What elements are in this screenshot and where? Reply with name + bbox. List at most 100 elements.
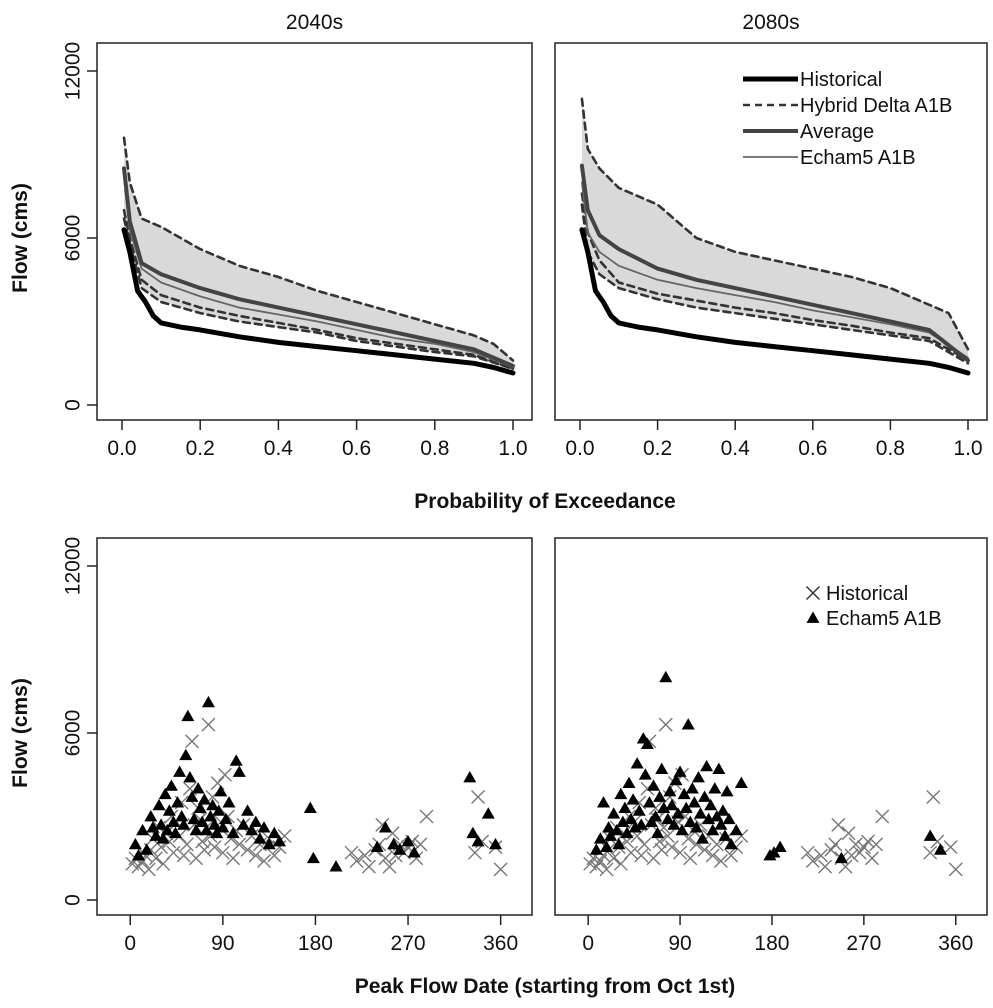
historical-point	[382, 859, 397, 874]
historical-point	[184, 734, 199, 749]
y-tick-label: 0	[62, 894, 85, 906]
echam5-point	[229, 754, 243, 766]
echam5-point	[610, 823, 624, 836]
echam5-point	[698, 790, 712, 802]
plot-frame	[554, 42, 988, 421]
echam5-point	[734, 776, 748, 788]
historical-point	[697, 842, 712, 857]
historical-point	[926, 790, 941, 805]
series-hybrid-delta-member-line	[122, 208, 515, 371]
x-tick-label: 90	[211, 932, 234, 955]
historical-point	[831, 817, 846, 832]
echam5-point	[179, 748, 193, 761]
echam5-point	[303, 801, 317, 814]
echam5-point	[197, 793, 211, 805]
echam5-point	[378, 821, 392, 833]
historical-point	[637, 837, 652, 852]
plot-frame	[96, 42, 533, 421]
panel-title: 2080s	[742, 11, 799, 34]
echam5-point	[700, 759, 714, 772]
panel-1: 2040s 0.0 0.2 0.4 0.6 0.8 1.0 0 6000 12000 Flow (c…	[9, 11, 533, 460]
x-tick-label: 180	[754, 932, 789, 955]
echam5-point	[665, 798, 679, 811]
echam5-point	[236, 818, 250, 830]
echam5-point	[195, 815, 209, 827]
echam5-point	[193, 801, 207, 814]
historical-point	[413, 837, 428, 852]
historical-point	[683, 851, 698, 866]
echam5-point	[712, 762, 726, 775]
historical-point	[724, 848, 739, 863]
echam5-point	[189, 823, 203, 836]
echam5-point	[181, 709, 195, 722]
historical-point	[606, 851, 621, 866]
echam5-point	[471, 835, 485, 847]
legend-label: Hybrid Delta A1B	[800, 95, 952, 117]
echam5-point	[638, 768, 652, 780]
x-tick-label: 0.2	[186, 437, 215, 460]
echam5-point	[683, 815, 697, 827]
series-echam5-a1b-line	[581, 181, 969, 359]
plot-area	[583, 670, 963, 877]
series-hybrid-delta-a1b-line	[580, 97, 970, 351]
historical-point	[131, 859, 146, 874]
historical-point	[875, 809, 890, 824]
echam5-point	[607, 807, 621, 819]
historical-point	[654, 842, 669, 857]
echam5-point	[187, 812, 201, 825]
echam5-point	[166, 815, 180, 827]
series-hybrid-delta-a1b-line	[122, 136, 515, 362]
historical-point	[844, 848, 859, 863]
echam5-point	[634, 818, 648, 830]
historical-point	[232, 837, 247, 852]
echam5-point	[171, 796, 185, 808]
x-tick-label: 90	[668, 932, 691, 955]
echam5-point	[173, 765, 187, 777]
echam5-point	[642, 796, 656, 808]
bottom-x-axis-label: Peak Flow Date (starting from Oct 1st)	[355, 975, 735, 998]
echam5-point	[160, 823, 174, 836]
echam5-point	[136, 823, 150, 836]
echam5-point	[131, 848, 145, 861]
echam5-point	[245, 823, 259, 836]
echam5-point	[687, 796, 701, 808]
historical-point	[166, 845, 181, 860]
echam5-point	[679, 801, 693, 814]
y-tick-label: 0	[62, 399, 85, 411]
echam5-point	[183, 771, 197, 783]
echam5-point	[393, 843, 407, 855]
echam5-point	[216, 821, 230, 833]
historical-point	[923, 845, 938, 860]
historical-point	[419, 809, 434, 824]
historical-point	[257, 854, 271, 869]
echam5-point	[226, 826, 240, 839]
historical-point	[378, 851, 393, 866]
echam5-point	[612, 837, 626, 850]
echam5-point	[262, 837, 276, 850]
echam5-point	[214, 784, 228, 797]
historical-point	[240, 842, 255, 857]
echam5-point	[716, 804, 730, 816]
echam5-point	[722, 812, 736, 825]
panel-2: 2080s 0.0 0.2 0.4 0.6 0.8 1.0 Historical Hybrid …	[554, 11, 988, 460]
historical-point	[215, 845, 230, 860]
echam5-point	[720, 784, 734, 797]
panel-4: 0 90 180 270 360 Historical Echam5 A1B	[554, 537, 988, 955]
echam5-point	[673, 765, 687, 777]
echam5-point	[661, 812, 675, 825]
echam5-point	[241, 804, 255, 816]
echam5-point	[199, 823, 213, 836]
plot-frame	[554, 537, 988, 916]
echam5-point	[834, 851, 848, 864]
range-band	[124, 137, 513, 369]
top-x-axis-label: Probability of Exceedance	[414, 490, 675, 513]
y-axis-label: Flow (cms)	[9, 678, 32, 788]
historical-point	[197, 842, 212, 857]
echam5-point	[669, 773, 683, 786]
echam5-point	[647, 779, 661, 791]
legend-label: Echam5 A1B	[826, 608, 942, 630]
legend: Historical Hybrid Delta A1B Average Echam5 …	[743, 69, 952, 169]
x-tick-label: 0.0	[107, 437, 136, 460]
plot-frame	[96, 537, 533, 916]
historical-point	[818, 859, 833, 874]
